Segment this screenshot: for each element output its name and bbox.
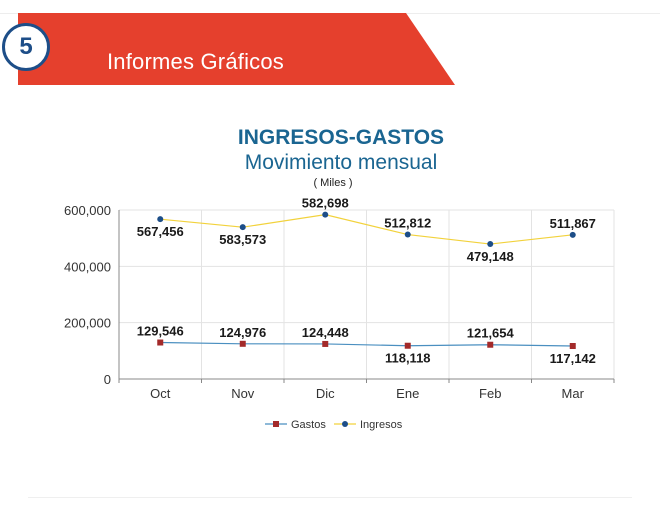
chart-units: ( Miles )	[313, 177, 352, 189]
section-title: Informes Gráficos	[107, 49, 285, 74]
data-label-ingresos: 582,698	[302, 196, 349, 211]
x-tick-label: Mar	[562, 386, 585, 401]
data-label-ingresos: 583,573	[219, 232, 266, 247]
y-tick-label: 0	[104, 372, 111, 387]
data-label-ingresos: 479,148	[467, 249, 514, 264]
chart-title: INGRESOS-GASTOS	[238, 126, 444, 149]
chart-subtitle: Movimiento mensual	[245, 151, 438, 174]
series	[157, 211, 576, 350]
data-point-ingresos	[157, 216, 164, 223]
data-point-gastos	[157, 339, 164, 346]
data-point-ingresos	[569, 231, 576, 238]
data-label-gastos: 129,546	[137, 324, 184, 339]
bottom-divider	[28, 497, 632, 498]
legend-marker-ingresos	[342, 421, 348, 427]
data-labels: 129,546 124,976 124,448 118,118 121,654 117,1…	[137, 196, 596, 366]
grid: 0 200,000 400,000 600,000 Oct Nov Dic Ene Feb Mar	[64, 203, 615, 401]
data-label-gastos: 118,118	[385, 351, 431, 366]
data-point-ingresos	[239, 224, 246, 231]
y-tick-label: 600,000	[64, 203, 111, 218]
data-label-gastos: 121,654	[467, 326, 515, 341]
data-point-gastos	[322, 340, 329, 347]
data-label-ingresos: 567,456	[137, 224, 184, 239]
x-tick-label: Oct	[150, 386, 171, 401]
data-point-gastos	[404, 342, 411, 349]
data-label-gastos: 117,142	[550, 351, 596, 366]
data-point-ingresos	[404, 231, 411, 238]
data-point-ingresos	[487, 241, 494, 248]
series-line-gastos	[160, 341, 573, 347]
x-tick-label: Dic	[316, 386, 335, 401]
section-banner: Informes Gráficos	[18, 13, 455, 85]
x-tick-label: Ene	[396, 386, 419, 401]
data-point-gastos	[569, 343, 576, 350]
data-label-gastos: 124,976	[219, 325, 266, 340]
data-point-ingresos	[322, 211, 329, 218]
data-label-ingresos: 511,867	[550, 216, 596, 231]
data-point-gastos	[487, 341, 494, 348]
legend-label-ingresos: Ingresos	[360, 419, 403, 431]
legend-marker-gastos	[273, 421, 279, 427]
data-label-gastos: 124,448	[302, 325, 349, 340]
y-tick-label: 200,000	[64, 316, 111, 331]
data-label-ingresos: 512,812	[384, 216, 431, 231]
x-tick-label: Feb	[479, 386, 501, 401]
section-number-badge: 5	[2, 23, 50, 71]
series-line-ingresos	[160, 214, 573, 245]
data-point-gastos	[239, 340, 246, 347]
legend: Gastos Ingresos	[265, 419, 403, 431]
legend-label-gastos: Gastos	[291, 419, 326, 431]
y-tick-label: 400,000	[64, 259, 111, 274]
x-tick-label: Nov	[231, 386, 255, 401]
